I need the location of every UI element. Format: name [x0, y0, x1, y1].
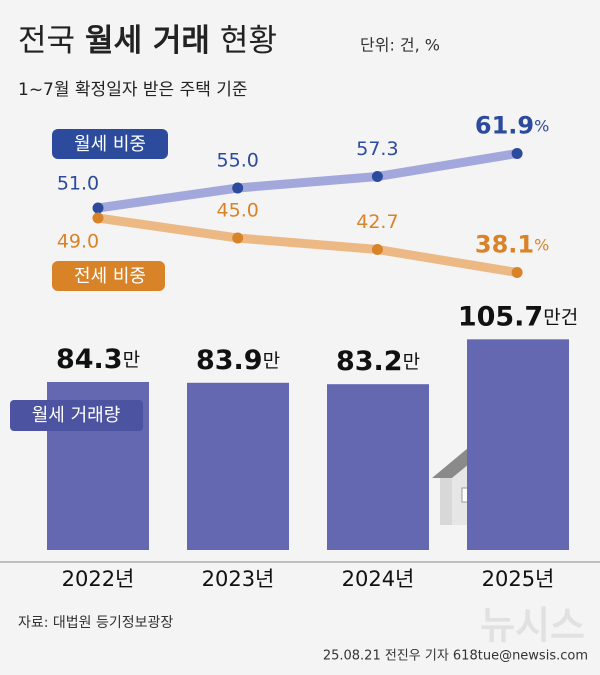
- point: [92, 202, 104, 214]
- x-tick-label: 2022년: [62, 567, 135, 591]
- point: [92, 212, 104, 224]
- data-label: 84.3만: [56, 343, 140, 374]
- legend-label: 월세 비중: [74, 134, 146, 155]
- data-label: 42.7: [356, 211, 398, 233]
- subtitle: 1~7월 확정일자 받은 주택 기준: [18, 80, 248, 100]
- watermark: 뉴시스: [480, 604, 585, 648]
- point: [371, 244, 383, 255]
- point: [371, 171, 383, 182]
- data-label: 38.1%: [475, 231, 549, 259]
- title-part: 전국: [18, 23, 75, 59]
- x-tick-label: 2025년: [482, 567, 555, 591]
- x-tick-label: 2024년: [342, 567, 415, 591]
- title-part: 월세 거래: [85, 23, 210, 59]
- bar: [327, 384, 429, 550]
- unit-note: 단위: 건, %: [360, 36, 440, 55]
- data-label: 57.3: [356, 138, 398, 160]
- point: [511, 267, 523, 278]
- data-label: 55.0: [217, 150, 259, 172]
- legend-label: 전세 비중: [74, 266, 146, 287]
- data-label: 45.0: [217, 200, 259, 222]
- data-label: 61.9%: [475, 112, 549, 140]
- source: 자료: 대법원 등기정보광장: [18, 615, 173, 631]
- legend-label: 월세 거래량: [32, 405, 121, 426]
- legend-box: [10, 400, 143, 431]
- x-tick-label: 2023년: [202, 567, 275, 591]
- title-part: 현황: [220, 23, 277, 59]
- credit: 25.08.21 전진우 기자 618tue@newsis.com: [323, 649, 588, 664]
- data-label: 49.0: [57, 231, 99, 253]
- bar: [467, 339, 569, 550]
- data-label: 83.9만: [196, 344, 280, 375]
- data-label: 105.7만건: [458, 301, 578, 332]
- legend-box: [52, 261, 165, 291]
- data-label: 83.2만: [336, 346, 420, 377]
- chart-title: 전국 월세 거래 현황: [18, 23, 277, 59]
- line: [93, 149, 522, 213]
- point: [232, 232, 244, 244]
- point: [511, 148, 523, 159]
- line: [93, 213, 522, 277]
- point: [232, 182, 244, 194]
- legend-box: [52, 129, 168, 159]
- data-label: 51.0: [57, 173, 99, 195]
- bar: [187, 382, 289, 550]
